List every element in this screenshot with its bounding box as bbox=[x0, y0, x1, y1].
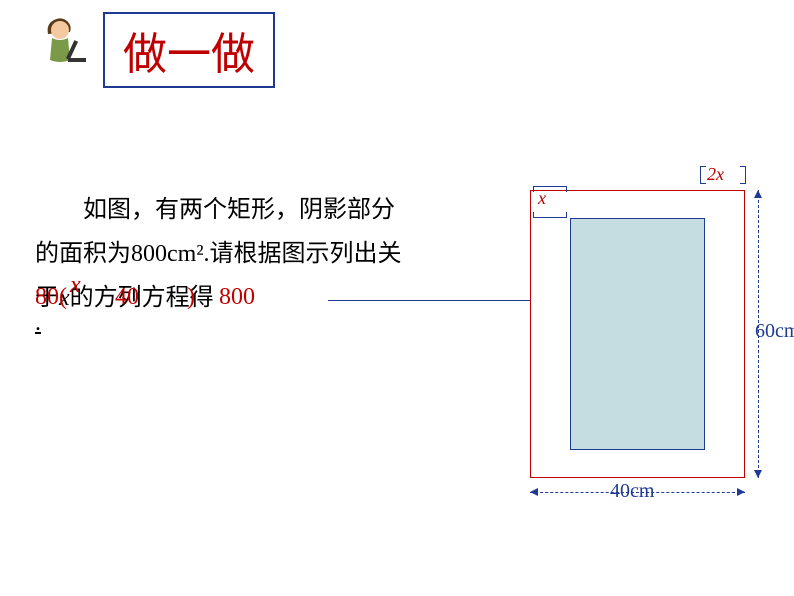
x2-bracket-right bbox=[740, 166, 746, 184]
width-label: 40cm bbox=[610, 480, 654, 503]
underline-bullet: . bbox=[35, 310, 41, 337]
height-arrow-top bbox=[754, 190, 762, 198]
x2-bracket-left bbox=[700, 166, 706, 184]
title-text: 做一做 bbox=[123, 30, 255, 79]
x-bracket-bottom bbox=[533, 212, 567, 218]
title-box: 做一做 bbox=[103, 12, 275, 88]
x-overlap-marker: x bbox=[70, 272, 81, 299]
rectangle-diagram: x 2x 60cm 40cm bbox=[510, 160, 790, 500]
equation-fragment: 80( 40 ) 800 bbox=[35, 276, 255, 311]
problem-line1: 如图，有两个矩形，阴影部分 bbox=[83, 197, 395, 223]
height-arrow-bottom bbox=[754, 470, 762, 478]
inner-rectangle bbox=[570, 218, 705, 450]
width-arrow-right bbox=[737, 488, 745, 496]
scientist-icon bbox=[40, 12, 98, 72]
x2-var: x bbox=[716, 164, 724, 184]
x2-label: 2x bbox=[707, 164, 724, 185]
problem-line2: 的面积为800cm².请根据图示列出关 bbox=[35, 241, 402, 267]
x-label: x bbox=[538, 188, 546, 209]
width-arrow-left bbox=[530, 488, 538, 496]
height-label: 60cm bbox=[755, 320, 794, 343]
